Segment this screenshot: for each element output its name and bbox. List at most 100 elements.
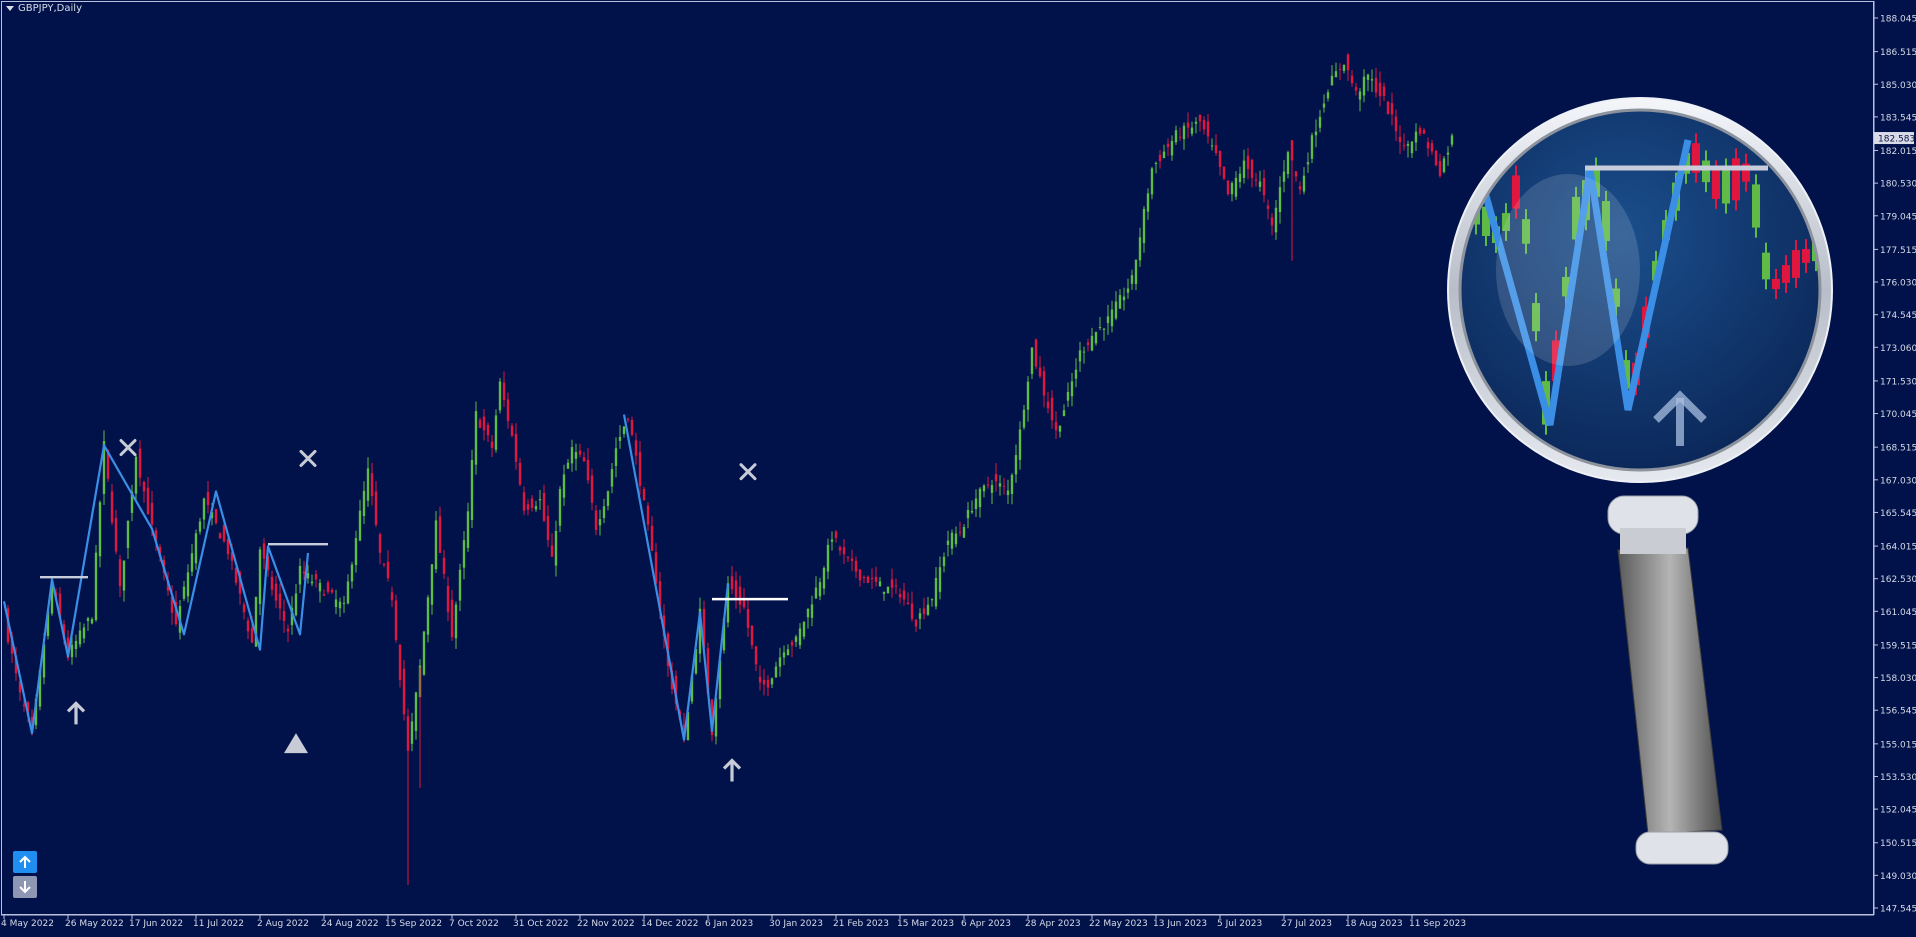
candle [798, 623, 802, 649]
chevron-down-icon[interactable] [6, 6, 14, 11]
time-tick-label: 11 Sep 2023 [1409, 919, 1466, 929]
candle-body [1034, 339, 1038, 367]
candle [1434, 149, 1438, 167]
candle-body [586, 459, 590, 481]
candle [622, 425, 626, 438]
candle [190, 544, 194, 577]
candle-body [126, 520, 130, 548]
price-tick-label: 158.030 [1880, 674, 1916, 684]
candle-body [298, 566, 302, 585]
scroll-down-button[interactable] [13, 876, 37, 898]
candle [1446, 146, 1450, 166]
candle-body [1142, 208, 1146, 244]
candle [466, 502, 470, 552]
candle-body [422, 631, 426, 675]
candle-body [858, 569, 862, 581]
candle-body [1022, 409, 1026, 428]
candle-body [1346, 54, 1350, 71]
candle [998, 475, 1002, 496]
candle-body [242, 604, 246, 613]
candle [1142, 206, 1146, 253]
candle [626, 417, 630, 423]
candle-body [542, 492, 546, 521]
candle [118, 554, 122, 597]
candle-body [742, 598, 746, 608]
candle [378, 532, 382, 565]
candle-body [690, 675, 694, 702]
candle-body [990, 485, 994, 493]
candle [1330, 65, 1334, 86]
candle-body [138, 448, 142, 478]
candle [1406, 140, 1410, 158]
candle-body [1042, 371, 1046, 396]
candle [574, 443, 578, 471]
candle-body [574, 452, 578, 459]
candle [1366, 73, 1370, 92]
candle [862, 575, 866, 584]
arrow-up-icon [19, 855, 31, 868]
candle [606, 490, 610, 511]
candle-body [270, 576, 274, 590]
candle-body [994, 474, 998, 482]
candle [1106, 304, 1110, 335]
candle-body [194, 533, 198, 564]
candle [1062, 404, 1066, 417]
price-tick-label: 153.530 [1880, 773, 1916, 783]
candle-body [10, 635, 14, 654]
candle-body [882, 591, 886, 594]
candle [482, 409, 486, 441]
candle [1246, 147, 1250, 180]
candle-body [1138, 237, 1142, 261]
candle-body [34, 698, 38, 726]
candle [1254, 172, 1258, 187]
candle-body [306, 573, 310, 579]
time-tick-label: 4 May 2022 [1, 919, 54, 929]
candle-body [82, 627, 86, 639]
candle [882, 591, 886, 601]
candle [810, 595, 814, 627]
price-tick-label: 173.060 [1880, 344, 1916, 354]
candle-body [438, 516, 442, 553]
candle-body [1106, 316, 1110, 324]
candle [526, 499, 530, 516]
candle [698, 597, 702, 663]
candle-body [686, 711, 690, 741]
scroll-up-button[interactable] [13, 851, 37, 873]
candle-body [966, 509, 970, 519]
candle-body [830, 539, 834, 542]
candle-body [1226, 180, 1230, 195]
candle-body [722, 618, 726, 651]
candle-body [802, 621, 806, 637]
candle [1186, 112, 1190, 139]
candle [322, 589, 326, 597]
candle-body [514, 433, 518, 462]
candle [454, 601, 458, 649]
candle-body [458, 569, 462, 601]
candle [1282, 160, 1286, 193]
candle-body [18, 681, 22, 693]
lens-candle [1802, 239, 1810, 273]
window-title[interactable]: GBPJPY,Daily [6, 3, 82, 14]
candle [1026, 376, 1030, 422]
candle-body [938, 567, 942, 592]
candle-body [1306, 162, 1310, 165]
cross-icon [299, 449, 317, 467]
candle [1338, 63, 1342, 81]
candle-body [602, 506, 606, 519]
candle-body [1426, 142, 1430, 149]
candle [610, 463, 614, 494]
candle [1102, 328, 1106, 341]
candle-body [1318, 116, 1322, 128]
candle [850, 549, 854, 572]
magnifier-icon [1447, 97, 1833, 865]
candle [1134, 259, 1138, 291]
candle-body [1314, 131, 1318, 136]
candle-body [410, 721, 414, 744]
candle-body [674, 675, 678, 704]
candle [598, 509, 602, 536]
price-tick-label: 156.545 [1880, 707, 1916, 717]
candle-body [1078, 350, 1082, 362]
candle-body [1086, 342, 1090, 346]
